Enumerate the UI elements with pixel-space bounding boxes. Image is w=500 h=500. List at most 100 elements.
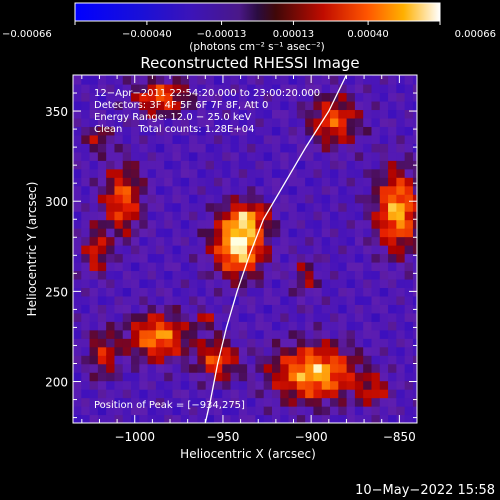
heatmap-cell: [131, 355, 140, 365]
heatmap-cell: [147, 321, 157, 331]
heatmap-cell: [354, 92, 364, 102]
heatmap-cell: [131, 92, 140, 102]
heatmap-cell: [255, 295, 265, 305]
heatmap-cell: [238, 338, 248, 348]
heatmap-cell: [155, 211, 165, 221]
heatmap-cell: [404, 287, 414, 297]
heatmap-cell: [396, 194, 406, 204]
heatmap-cell: [379, 389, 389, 399]
heatmap-cell: [164, 253, 174, 263]
heatmap-cell: [247, 228, 257, 238]
heatmap-cell: [296, 372, 306, 382]
heatmap-cell: [396, 380, 406, 390]
heatmap-cell: [313, 202, 323, 212]
heatmap-cell: [313, 126, 323, 136]
heatmap-cell: [379, 202, 389, 212]
heatmap-cell: [97, 414, 107, 423]
heatmap-cell: [213, 295, 223, 305]
heatmap-cell: [155, 151, 165, 161]
heatmap-cell: [313, 372, 323, 382]
heatmap-cell: [73, 117, 82, 127]
y-tick-label: 300: [45, 195, 68, 209]
heatmap-cell: [247, 397, 257, 407]
heatmap-cell: [379, 295, 389, 305]
heatmap-cell: [122, 109, 132, 119]
heatmap-cell: [106, 389, 116, 399]
heatmap-cell: [197, 185, 207, 195]
heatmap-cell: [131, 177, 140, 187]
heatmap-cell: [280, 261, 290, 272]
heatmap-cell: [89, 134, 99, 144]
heatmap-cell: [330, 211, 339, 221]
heatmap-cell: [371, 380, 381, 390]
heatmap-cell: [73, 253, 82, 263]
heatmap-cell: [222, 414, 232, 423]
heatmap-cell: [180, 75, 190, 77]
heatmap-cell: [238, 228, 248, 238]
heatmap-cell: [213, 329, 223, 339]
heatmap-cell: [114, 329, 124, 339]
heatmap-cell: [280, 380, 290, 390]
heatmap-cell: [412, 389, 417, 399]
heatmap-cell: [271, 84, 281, 94]
heatmap-cell: [263, 211, 273, 221]
heatmap-cell: [172, 126, 182, 136]
heatmap-cell: [106, 228, 116, 238]
heatmap-cell: [255, 134, 265, 144]
heatmap-cell: [205, 372, 215, 382]
heatmap-cell: [189, 134, 198, 144]
heatmap-cell: [296, 329, 306, 339]
heatmap-cell: [263, 117, 273, 127]
heatmap-cell: [147, 346, 157, 356]
heatmap-cell: [412, 312, 417, 322]
heatmap-cell: [412, 346, 417, 356]
heatmap-cell: [139, 202, 149, 212]
heatmap-cell: [197, 84, 207, 94]
heatmap-cell: [122, 363, 132, 373]
heatmap-cell: [164, 168, 174, 178]
heatmap-cell: [346, 380, 356, 390]
heatmap-cell: [147, 406, 157, 416]
heatmap-cell: [321, 321, 331, 331]
heatmap-cell: [147, 312, 157, 322]
heatmap-cell: [305, 380, 315, 390]
heatmap-cell: [238, 92, 248, 102]
heatmap-cell: [131, 211, 140, 221]
heatmap-cell: [412, 329, 417, 339]
heatmap-cell: [131, 406, 140, 416]
heatmap-cell: [371, 338, 381, 348]
heatmap-cell: [247, 75, 257, 85]
heatmap-cell: [280, 295, 290, 305]
heatmap-cell: [371, 143, 381, 153]
heatmap-cell: [379, 346, 389, 356]
heatmap-cell: [89, 278, 99, 288]
heatmap-cell: [321, 126, 331, 136]
heatmap-cell: [89, 117, 99, 127]
heatmap-cell: [172, 202, 182, 212]
heatmap-cell: [230, 92, 240, 102]
heatmap-cell: [205, 143, 215, 153]
heatmap-cell: [222, 75, 232, 77]
heatmap-cell: [155, 295, 165, 305]
heatmap-cell: [404, 355, 414, 365]
heatmap-cell: [164, 202, 174, 212]
heatmap-cell: [139, 295, 149, 305]
heatmap-cell: [363, 380, 373, 390]
heatmap-cell: [180, 253, 190, 263]
heatmap-cell: [271, 109, 281, 119]
heatmap-cell: [412, 236, 417, 246]
heatmap-cell: [247, 253, 257, 263]
heatmap-cell: [263, 109, 273, 119]
heatmap-cell: [189, 338, 198, 348]
heatmap-cell: [222, 134, 232, 144]
heatmap-cell: [288, 177, 298, 187]
heatmap-cell: [371, 168, 381, 178]
heatmap-cell: [97, 160, 107, 170]
heatmap-cell: [313, 236, 323, 246]
heatmap-cell: [106, 143, 116, 153]
heatmap-cell: [189, 143, 198, 153]
heatmap-cell: [296, 134, 306, 144]
heatmap-cell: [255, 261, 265, 272]
heatmap-cell: [73, 245, 82, 255]
heatmap-cell: [346, 245, 356, 255]
